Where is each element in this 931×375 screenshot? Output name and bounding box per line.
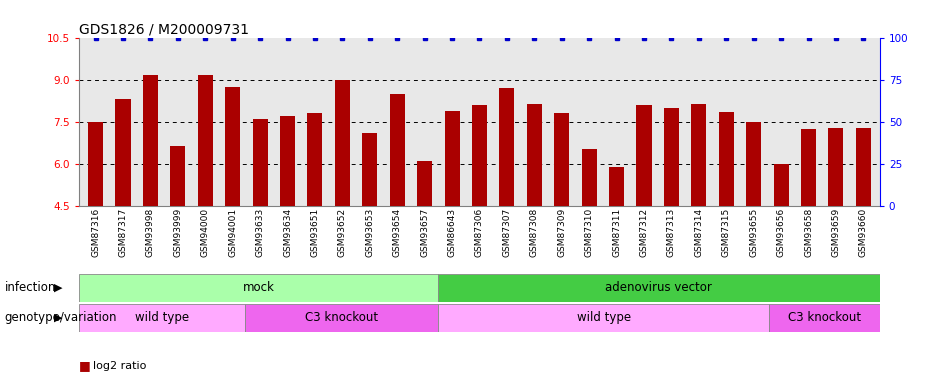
Text: C3 knockout: C3 knockout <box>788 311 861 324</box>
Text: genotype/variation: genotype/variation <box>5 311 117 324</box>
Bar <box>582 148 597 206</box>
Bar <box>115 99 130 206</box>
Bar <box>637 105 652 206</box>
Bar <box>417 161 432 206</box>
Bar <box>439 274 880 302</box>
Bar <box>444 111 460 206</box>
Bar <box>769 304 880 332</box>
Text: infection: infection <box>5 281 56 294</box>
Text: ▶: ▶ <box>54 313 62 323</box>
Bar <box>719 112 734 206</box>
Bar <box>170 146 185 206</box>
Bar <box>362 133 377 206</box>
Bar <box>609 167 624 206</box>
Bar <box>142 75 158 206</box>
Bar <box>774 164 789 206</box>
Text: C3 knockout: C3 knockout <box>304 311 378 324</box>
Text: log2 ratio: log2 ratio <box>93 361 146 370</box>
Text: adenovirus vector: adenovirus vector <box>605 281 712 294</box>
Text: wild type: wild type <box>135 311 189 324</box>
Bar <box>692 104 707 206</box>
Text: wild type: wild type <box>576 311 631 324</box>
Bar <box>856 128 870 206</box>
Bar <box>829 128 843 206</box>
Bar <box>307 113 322 206</box>
Bar <box>664 108 679 206</box>
Bar <box>79 274 439 302</box>
Bar <box>390 94 405 206</box>
Bar <box>225 87 240 206</box>
Bar <box>197 75 213 206</box>
Bar <box>746 122 762 206</box>
Bar <box>88 122 103 206</box>
Bar <box>439 304 769 332</box>
Text: ■: ■ <box>79 359 91 372</box>
Bar <box>280 116 295 206</box>
Bar <box>801 129 816 206</box>
Text: ▶: ▶ <box>54 283 62 293</box>
Bar <box>79 304 245 332</box>
Bar <box>472 105 487 206</box>
Bar <box>245 304 439 332</box>
Text: mock: mock <box>243 281 275 294</box>
Bar <box>252 119 267 206</box>
Bar <box>554 113 569 206</box>
Text: GDS1826 / M200009731: GDS1826 / M200009731 <box>79 22 250 36</box>
Bar <box>499 88 515 206</box>
Bar <box>335 80 350 206</box>
Bar <box>527 104 542 206</box>
